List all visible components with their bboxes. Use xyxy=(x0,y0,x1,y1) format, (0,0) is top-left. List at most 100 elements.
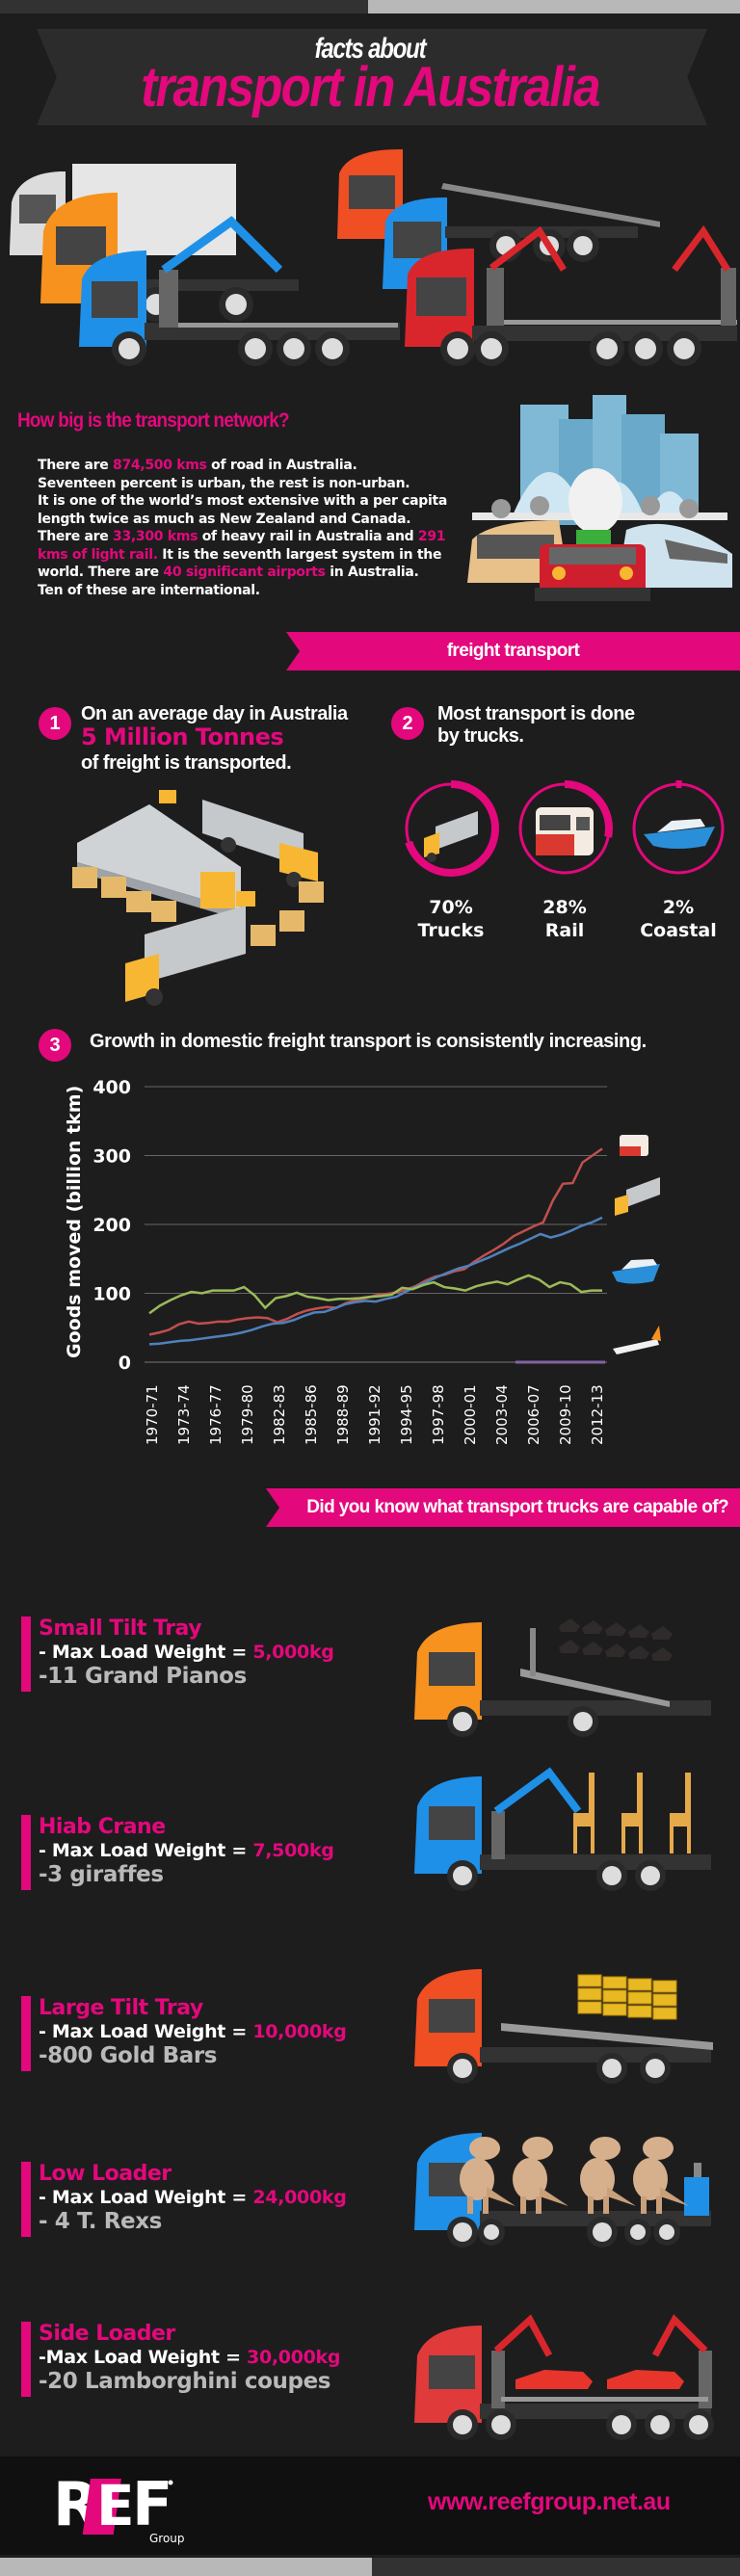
forklift-icon xyxy=(159,790,255,907)
giraffe-icon xyxy=(621,1773,643,1853)
max-load-value: 10,000kg xyxy=(252,2021,347,2042)
gold-bar-icon xyxy=(577,2001,602,2014)
max-load-value: 30,000kg xyxy=(247,2347,341,2368)
chart-lines xyxy=(148,1147,605,1364)
coastal-label: Coastal xyxy=(640,920,717,941)
fact-1-line1: On an average day in Australia xyxy=(81,703,348,724)
truck-max-load: - Max Load Weight = 10,000kg xyxy=(39,2021,347,2042)
highlight-stat: 40 significant airports xyxy=(163,565,326,580)
text-span: of heavy rail in Australia and xyxy=(198,529,418,544)
svg-text:F: F xyxy=(132,2471,172,2539)
warehouse-illustration xyxy=(72,790,324,1006)
red-tilt-truck-icon xyxy=(337,149,660,239)
text-span: in Australia. xyxy=(325,565,419,580)
truck-max-load: - Max Load Weight = 5,000kg xyxy=(39,1642,334,1663)
highlight-stat: 291 xyxy=(417,529,446,544)
network-line: There are 33,300 kms of heavy rail in Au… xyxy=(38,528,490,546)
y-tick-label: 200 xyxy=(92,1215,131,1236)
truck-comparison: -11 Grand Pianos xyxy=(39,1664,247,1689)
coastal-pct: 2% xyxy=(662,897,695,918)
grand-piano-icon xyxy=(582,1642,603,1655)
truck-illustration xyxy=(414,1969,713,2084)
trucks-share-ring xyxy=(403,780,499,877)
y-axis-label: Goods moved (billion tkm) xyxy=(64,1086,85,1358)
title-banner xyxy=(37,29,707,125)
series-line-coastal xyxy=(148,1274,602,1315)
gold-bar-icon xyxy=(602,2003,627,2016)
svg-text:Group: Group xyxy=(149,2532,185,2545)
grand-piano-icon xyxy=(559,1640,580,1653)
grand-piano-icon xyxy=(582,1620,603,1634)
plane-legend-icon xyxy=(613,1326,661,1354)
network-line: Seventeen percent is urban, the rest is … xyxy=(38,475,490,493)
t-rex-icon xyxy=(460,2137,515,2214)
boat-icon xyxy=(644,819,715,849)
x-tick-label: 1979-80 xyxy=(239,1384,256,1445)
top-bar-left xyxy=(0,0,368,13)
rail-legend-icon xyxy=(620,1135,648,1156)
series-line-rail xyxy=(148,1147,603,1336)
cargo-truck-icon xyxy=(125,906,246,1006)
text-span: There are xyxy=(38,529,114,544)
t-rex-icon xyxy=(580,2137,636,2214)
accent-bar xyxy=(21,1815,31,1890)
rail-share-ring xyxy=(516,780,613,877)
grand-piano-icon xyxy=(628,1624,649,1638)
network-line: kms of light rail. It is the seventh lar… xyxy=(38,546,490,565)
mode-trucks: 70% Trucks xyxy=(394,778,508,942)
truck-comparison: -20 Lamborghini coupes xyxy=(39,2369,331,2394)
website-link[interactable]: www.reefgroup.net.au xyxy=(428,2488,671,2515)
network-description: There are 874,500 kms of road in Austral… xyxy=(38,457,490,599)
text-span: of road in Australia. xyxy=(206,458,357,473)
x-tick-label: 1982-83 xyxy=(271,1384,288,1445)
truck-name: Large Tilt Tray xyxy=(39,1996,203,2020)
accent-bar xyxy=(21,2162,31,2237)
fact-3-badge: 3 xyxy=(39,1029,71,1062)
highlight-stat: kms of light rail. xyxy=(38,546,158,563)
network-line: world. There are 40 significant airports… xyxy=(38,564,490,582)
accent-bar xyxy=(21,2322,31,2397)
gold-bar-icon xyxy=(577,1987,602,2001)
fact-1-line2: of freight is transported. xyxy=(81,752,292,774)
x-tick-label: 1985-86 xyxy=(303,1384,320,1445)
ship-legend-icon xyxy=(612,1259,660,1284)
highlight-stat: 874,500 kms xyxy=(113,458,207,473)
fact-2-line1: Most transport is done xyxy=(437,703,635,724)
x-tick-label: 2009-10 xyxy=(557,1384,574,1445)
network-line: Ten of these are international. xyxy=(38,582,490,600)
delivery-truck-icon xyxy=(202,800,318,887)
truck-icon xyxy=(424,811,478,862)
lamborghini-icon xyxy=(515,2370,593,2389)
fact-1-text: On an average day in Australia 5 Million… xyxy=(81,703,348,775)
giraffe-icon xyxy=(573,1773,595,1853)
reef-group-logo[interactable]: R E F Group xyxy=(53,2471,226,2548)
red-side-loader-truck-icon xyxy=(405,224,737,366)
hero-trucks-illustration xyxy=(10,149,737,366)
network-heading: How big is the transport network? xyxy=(17,409,290,432)
pallet-boxes-icon xyxy=(72,867,324,946)
svg-text:E: E xyxy=(96,2473,135,2538)
gold-bar-icon xyxy=(602,1976,627,1989)
t-rex-icon xyxy=(633,2137,689,2214)
x-tick-label: 1973-74 xyxy=(175,1384,193,1445)
network-line: There are 874,500 kms of road in Austral… xyxy=(38,457,490,475)
text-span: There are xyxy=(38,458,114,473)
t-rex-icon xyxy=(513,2137,568,2214)
x-axis-labels: 1970-71 1973-74 1976-77 1979-80 1982-83 1985-… xyxy=(144,1384,606,1445)
x-tick-label: 1991-92 xyxy=(366,1384,383,1445)
gold-bar-icon xyxy=(652,2007,677,2020)
fact-1-badge: 1 xyxy=(39,707,71,740)
accent-bar xyxy=(21,1617,31,1692)
truck-item: Small Tilt Tray - Max Load Weight = 5,000… xyxy=(21,1617,334,1692)
truck-name: Hiab Crane xyxy=(39,1815,166,1839)
mode-coastal: 2% Coastal xyxy=(621,778,735,942)
grand-piano-icon xyxy=(651,1626,673,1640)
fact-2-badge: 2 xyxy=(391,707,424,740)
orange-truck-icon xyxy=(40,193,299,322)
max-load-value: 5,000kg xyxy=(252,1642,334,1663)
text-span: It is one of the world’s most extensive … xyxy=(38,493,448,509)
freight-growth-chart: Goods moved (billion tkm) 0100200300400 … xyxy=(64,1077,661,1445)
gold-bar-icon xyxy=(577,1974,602,1987)
truck-item: Large Tilt Tray - Max Load Weight = 10,00… xyxy=(21,1996,347,2071)
text-span: world. There are xyxy=(38,565,164,580)
